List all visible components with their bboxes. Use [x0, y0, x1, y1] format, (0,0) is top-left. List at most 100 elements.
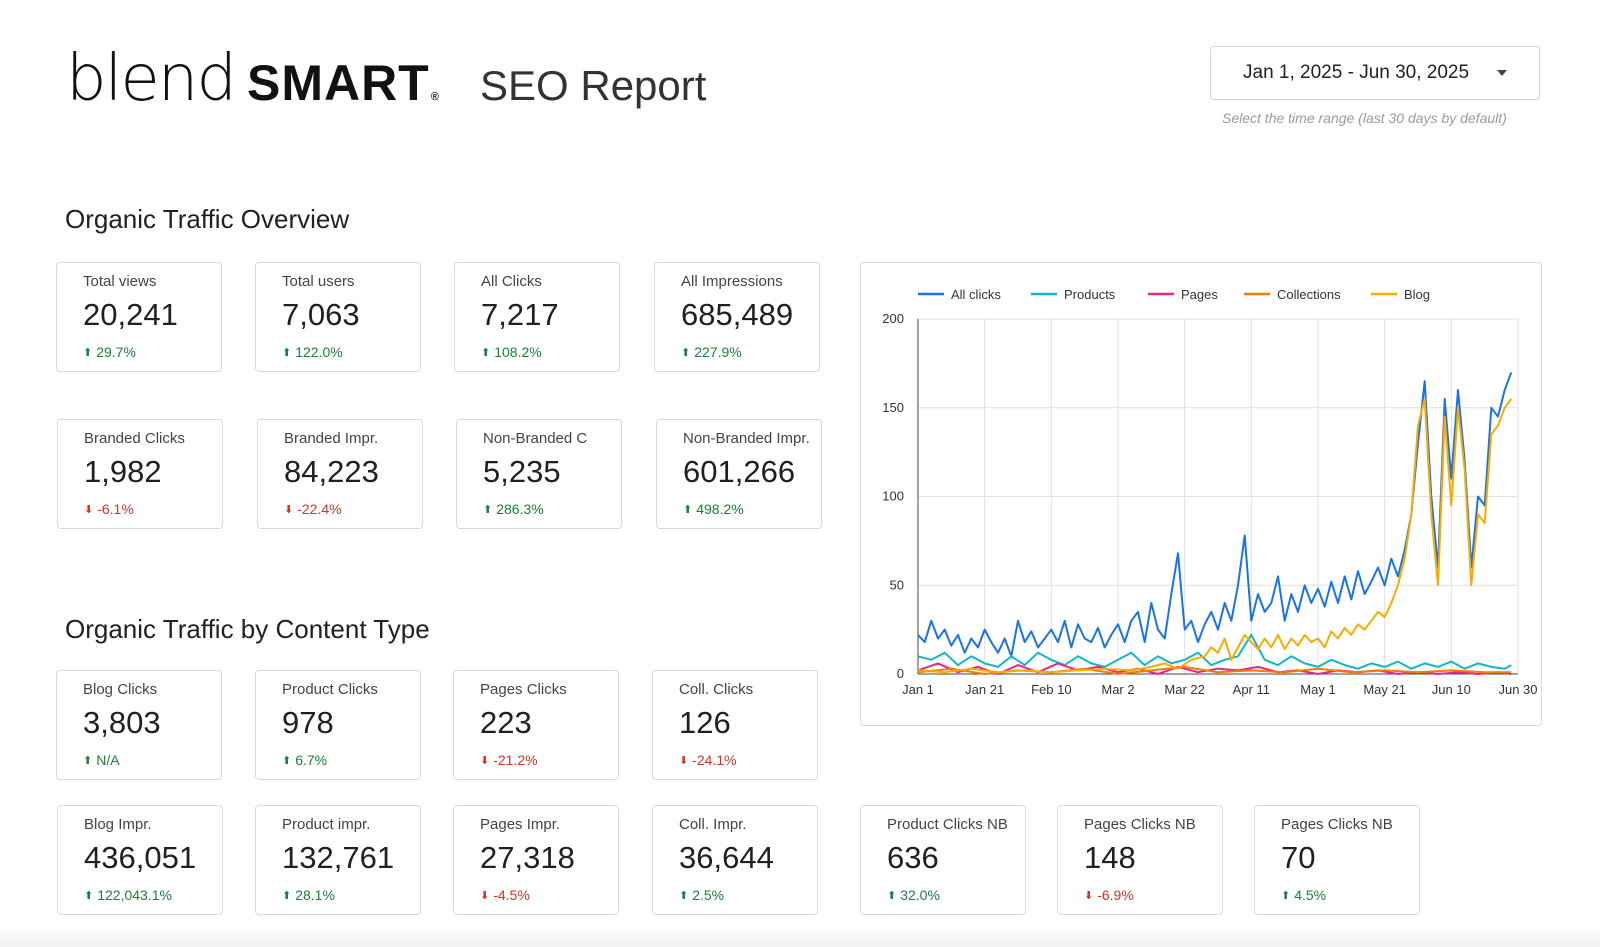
arrow-up-icon: ⬆ [83, 754, 93, 767]
scorecard-delta: ⬆ 28.1% [282, 887, 335, 903]
arrow-down-icon: ⬇ [84, 503, 94, 516]
scorecard-delta: ⬆ 227.9% [681, 344, 742, 360]
arrow-up-icon: ⬆ [282, 346, 292, 359]
scorecard: Coll. Impr. 36,644 ⬆ 2.5% [652, 805, 818, 915]
scorecard-delta: ⬆ 122.0% [282, 344, 343, 360]
arrow-up-icon: ⬆ [679, 889, 689, 902]
scorecard-delta: ⬆ N/A [83, 752, 120, 768]
scorecard-value: 36,644 [679, 840, 774, 875]
arrow-up-icon: ⬆ [84, 889, 94, 902]
x-tick-label: May 1 [1300, 682, 1335, 697]
scorecard-delta-value: 2.5% [692, 887, 725, 903]
scorecard-value: 436,051 [84, 840, 197, 875]
y-tick-label: 200 [882, 311, 904, 326]
scorecard-label: Total views [83, 273, 157, 290]
scorecard-value: 20,241 [83, 297, 178, 332]
scorecard-value: 685,489 [681, 297, 794, 332]
scorecard-delta-value: 286.3% [496, 501, 544, 517]
scorecard-delta-value: N/A [96, 752, 120, 768]
x-tick-label: Jan 21 [965, 682, 1004, 697]
scorecard-label: Non-Branded C [483, 430, 588, 447]
scorecard: Branded Impr. 84,223 ⬇ -22.4% [257, 419, 423, 529]
legend-label-pages: Pages [1181, 287, 1218, 302]
series-line-all-clicks [917, 371, 1513, 658]
scorecard-value: 7,217 [481, 297, 559, 332]
scorecard: Branded Clicks 1,982 ⬇ -6.1% [57, 419, 223, 529]
scorecard-value: 84,223 [284, 454, 379, 489]
x-tick-label: Feb 10 [1031, 682, 1071, 697]
scorecard-label: Branded Clicks [84, 430, 185, 447]
scorecard-delta: ⬆ 286.3% [483, 501, 544, 517]
arrow-down-icon: ⬇ [679, 754, 689, 767]
scorecard-delta: ⬇ -24.1% [679, 752, 737, 768]
arrow-up-icon: ⬆ [887, 889, 897, 902]
logo-text-blend: blend [66, 42, 237, 116]
scorecard-label: All Clicks [481, 273, 542, 290]
scorecard: Non-Branded C 5,235 ⬆ 286.3% [456, 419, 622, 529]
scorecard-label: Pages Clicks NB [1084, 816, 1196, 833]
scorecard-label: Blog Impr. [84, 816, 152, 833]
scorecard: Coll. Clicks 126 ⬇ -24.1% [652, 670, 818, 780]
arrow-up-icon: ⬆ [1281, 889, 1291, 902]
scorecard-label: All Impressions [681, 273, 783, 290]
arrow-up-icon: ⬆ [683, 503, 693, 516]
traffic-line-chart[interactable]: 0 50 100 150 200 Jan 1 Jan 21 Feb 10 Mar 2 Mar 22… [860, 262, 1542, 726]
scorecard-value: 601,266 [683, 454, 796, 489]
arrow-down-icon: ⬇ [1084, 889, 1094, 902]
arrow-up-icon: ⬆ [481, 346, 491, 359]
scorecard-delta: ⬆ 108.2% [481, 344, 542, 360]
page-bottom-edge [0, 925, 1600, 947]
x-tick-label: Apr 11 [1233, 682, 1270, 697]
scorecard: All Clicks 7,217 ⬆ 108.2% [454, 262, 620, 372]
scorecard-delta-value: -22.4% [297, 501, 342, 517]
caret-down-icon[interactable] [1497, 70, 1507, 76]
x-tick-label: Jan 1 [902, 682, 934, 697]
scorecard-value: 7,063 [282, 297, 360, 332]
scorecard-delta-value: 4.5% [1294, 887, 1327, 903]
arrow-down-icon: ⬇ [480, 889, 490, 902]
x-tick-label: Jun 10 [1432, 682, 1471, 697]
scorecard-delta: ⬆ 6.7% [282, 752, 327, 768]
scorecard-delta: ⬆ 122,043.1% [84, 887, 172, 903]
scorecard-delta: ⬆ 32.0% [887, 887, 940, 903]
scorecard: Product impr. 132,761 ⬆ 28.1% [255, 805, 421, 915]
scorecard-delta-value: 122,043.1% [97, 887, 172, 903]
scorecard-delta-value: 227.9% [694, 344, 742, 360]
scorecard-value: 70 [1281, 840, 1316, 875]
scorecard-value: 132,761 [282, 840, 395, 875]
date-range-picker[interactable]: Jan 1, 2025 - Jun 30, 2025 [1210, 46, 1540, 100]
scorecard-delta: ⬆ 29.7% [83, 344, 136, 360]
x-tick-label: Mar 22 [1164, 682, 1204, 697]
scorecard-label: Product impr. [282, 816, 371, 833]
scorecard-label: Blog Clicks [83, 681, 158, 698]
chart-canvas: 0 50 100 150 200 Jan 1 Jan 21 Feb 10 Mar 2 Mar 22… [882, 287, 1537, 697]
scorecard-delta-value: 108.2% [494, 344, 542, 360]
scorecard: Product Clicks 978 ⬆ 6.7% [255, 670, 421, 780]
x-tick-label: Jun 30 [1498, 682, 1537, 697]
legend-label-collections: Collections [1277, 287, 1341, 302]
scorecard-delta: ⬆ 498.2% [683, 501, 744, 517]
scorecard-value: 126 [679, 705, 731, 740]
section-title-overview: Organic Traffic Overview [65, 204, 350, 234]
scorecard-delta-value: 28.1% [295, 887, 335, 903]
brand-logo: blend SMART ® [66, 44, 439, 114]
scorecard-label: Branded Impr. [284, 430, 379, 447]
scorecard-label: Pages Clicks NB [1281, 816, 1393, 833]
scorecard-delta: ⬆ 4.5% [1281, 887, 1326, 903]
scorecard-delta: ⬇ -6.9% [1084, 887, 1134, 903]
scorecard-label: Product Clicks NB [887, 816, 1008, 833]
scorecard: Total users 7,063 ⬆ 122.0% [255, 262, 421, 372]
section-title-content-type: Organic Traffic by Content Type [65, 614, 430, 644]
legend-label-all-clicks: All clicks [951, 287, 1001, 302]
y-tick-label: 150 [882, 400, 904, 415]
scorecard-delta-value: 122.0% [295, 344, 343, 360]
x-tick-label: Mar 2 [1101, 682, 1134, 697]
scorecard: Total views 20,241 ⬆ 29.7% [56, 262, 222, 372]
scorecard-value: 1,982 [84, 454, 162, 489]
legend-label-products: Products [1064, 287, 1116, 302]
scorecard-value: 3,803 [83, 705, 161, 740]
scorecard-delta-value: 6.7% [295, 752, 328, 768]
scorecard-delta-value: -4.5% [493, 887, 530, 903]
legend-label-blog: Blog [1404, 287, 1430, 302]
scorecard-delta-value: -21.2% [493, 752, 538, 768]
